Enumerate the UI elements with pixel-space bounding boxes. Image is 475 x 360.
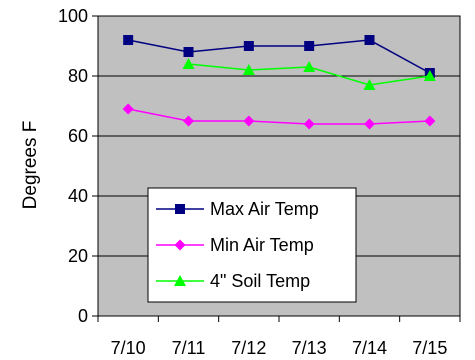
max-air-temp-point	[243, 41, 254, 51]
min-air-temp-line	[128, 108, 430, 125]
y-tick-label: 100	[58, 6, 88, 26]
y-tick-label: 0	[78, 306, 88, 326]
y-axis-ticks: 0 20 40 60 80 100	[58, 6, 98, 326]
4-soil-temp-point	[423, 70, 436, 81]
max-air-temp-line	[128, 39, 431, 74]
y-tick-label: 40	[68, 186, 88, 206]
max-air-temp-point	[364, 35, 375, 45]
x-tick-label: 7/10	[111, 338, 146, 358]
legend-swatch-marker	[175, 204, 185, 214]
max-air-temp-point	[123, 35, 134, 45]
max-air-temp-point	[183, 47, 194, 57]
min-air-temp-point	[303, 118, 315, 130]
min-air-temp-point	[183, 115, 194, 127]
y-tick-label: 80	[68, 66, 88, 86]
4-soil-temp-point	[182, 58, 195, 69]
4-soil-temp-point	[303, 61, 316, 72]
max-air-temp-point	[304, 41, 315, 51]
y-tick-label: 60	[68, 126, 88, 146]
y-axis-label: Degrees F	[20, 121, 41, 210]
x-tick-label: 7/11	[172, 338, 206, 358]
legend-swatch-marker	[174, 275, 186, 286]
x-tick-label: 7/12	[231, 338, 266, 358]
4-soil-temp-point	[242, 64, 255, 75]
x-tick-label: 7/14	[352, 338, 387, 358]
x-tick-label: 7/15	[412, 338, 447, 358]
min-air-temp-point	[243, 115, 255, 127]
y-tick-label: 20	[68, 246, 88, 266]
min-air-temp-point	[364, 118, 375, 130]
min-air-temp-point	[424, 115, 436, 127]
legend-entry: Min Air Temp	[210, 235, 314, 255]
4-soil-temp-point	[363, 79, 376, 90]
legend-entry: Max Air Temp	[210, 199, 319, 219]
min-air-temp-point	[122, 103, 134, 115]
legend-entry: 4" Soil Temp	[210, 271, 310, 291]
legend-swatch-marker	[174, 239, 186, 251]
legend: Max Air Temp Min Air Temp 4" Soil Temp	[147, 187, 357, 303]
series-lines	[122, 35, 436, 130]
x-axis-ticks: 7/10 7/11 7/12 7/13 7/14 7/15	[97, 316, 461, 358]
x-tick-label: 7/13	[292, 338, 327, 358]
